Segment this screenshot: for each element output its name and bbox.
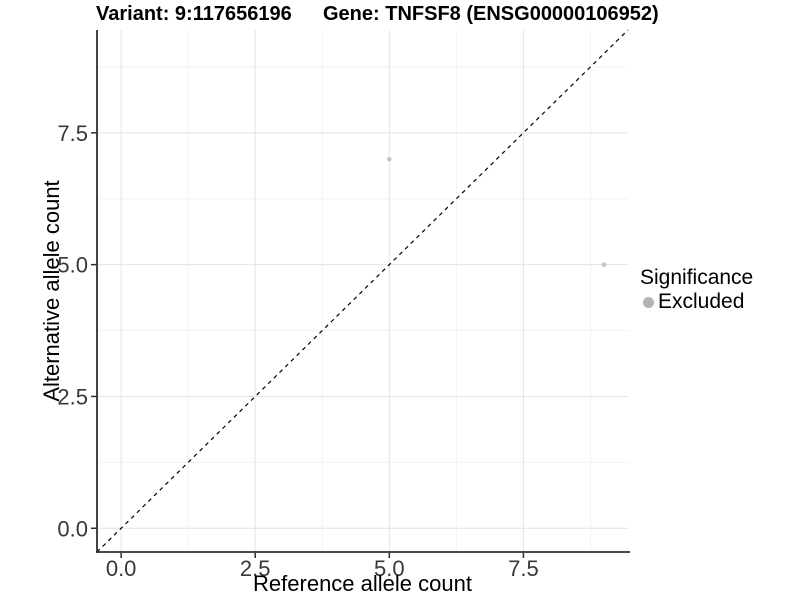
tick-labels: 0.0 2.5 5.0 7.5 0.0 2.5 5.0 7.5 (57, 121, 538, 581)
legend: Significance Excluded (640, 266, 753, 313)
x-axis-title: Reference allele count (253, 571, 472, 596)
data-points (387, 156, 607, 267)
y-tick-label: 0.0 (57, 516, 88, 541)
identity-reference-line (96, 29, 629, 553)
y-tick-label: 5.0 (57, 253, 88, 278)
legend-item-excluded: Excluded (640, 290, 753, 313)
y-tick-label: 7.5 (57, 121, 88, 146)
y-tick-label: 2.5 (57, 384, 88, 409)
gridlines-minor (97, 30, 628, 552)
plot-title-variant: Variant: 9:117656196 (96, 3, 292, 25)
legend-item-label: Excluded (658, 290, 745, 313)
y-axis-title: Alternative allele count (39, 180, 64, 402)
plot-titles: Variant: 9:117656196 Gene: TNFSF8 (ENSG0… (0, 3, 800, 29)
axis-lines (96, 30, 630, 553)
identity-line (96, 29, 629, 553)
x-tick-label: 7.5 (508, 556, 539, 581)
axis-ticks (91, 132, 525, 558)
data-point (601, 262, 607, 267)
plot-title-gene: Gene: TNFSF8 (ENSG00000106952) (323, 3, 659, 25)
x-tick-label: 5.0 (374, 556, 405, 581)
x-tick-label: 2.5 (240, 556, 271, 581)
data-point (387, 156, 392, 162)
legend-key-dot (643, 296, 654, 308)
x-tick-label: 0.0 (106, 556, 137, 581)
gridlines-major (97, 30, 628, 552)
legend-title: Significance (640, 266, 754, 289)
